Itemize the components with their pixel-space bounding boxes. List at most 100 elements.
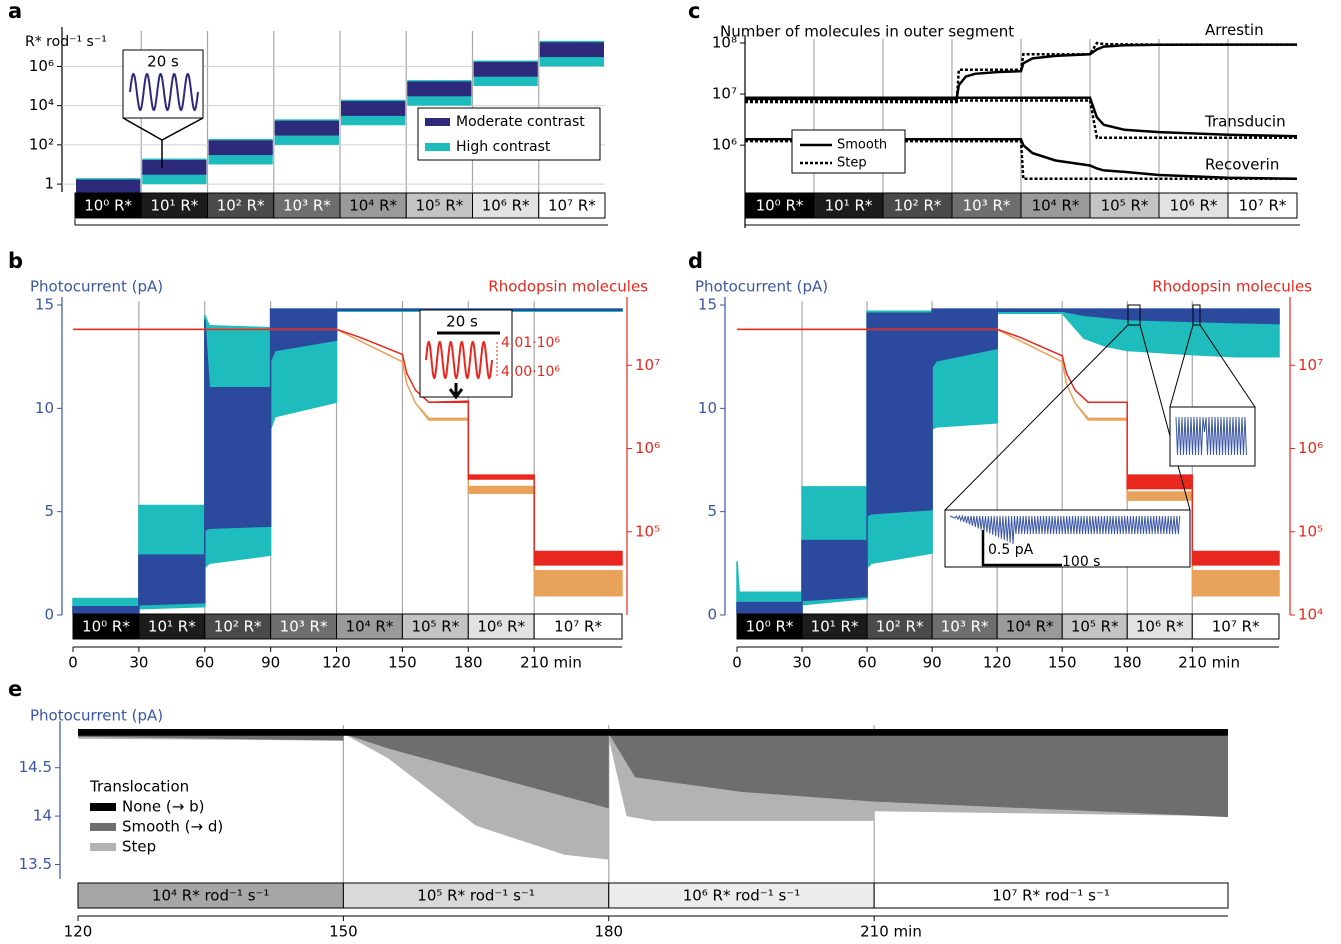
x-tick-label: 150 — [1048, 654, 1077, 672]
light-level-cell — [336, 613, 403, 640]
inset-pointer — [122, 117, 204, 168]
light-level-cell — [1191, 613, 1280, 640]
light-level-cell — [204, 613, 272, 640]
light-level-label: 10⁷ R* rod⁻¹ s⁻¹ — [992, 887, 1110, 905]
line — [745, 138, 1298, 181]
y2-tick-label: 10⁷ — [635, 356, 660, 374]
range-bar — [208, 140, 273, 156]
light-level-cell — [472, 192, 540, 219]
x-tick-label: 120 — [322, 654, 351, 672]
legend-label: High contrast — [456, 139, 551, 155]
light-level-cell — [270, 613, 338, 640]
x-tick-label: 180 — [594, 923, 623, 941]
light-level-label: 10³ R* — [941, 618, 989, 636]
light-level-label: 10² R* — [214, 618, 262, 636]
line — [745, 99, 1297, 139]
light-level-label: 10⁵ R* rod⁻¹ s⁻¹ — [417, 887, 535, 905]
legend-swatch — [425, 118, 450, 126]
y2-tick-label: 10⁶ — [1298, 439, 1323, 457]
light-level-label: 10¹ R* — [811, 618, 859, 636]
annotation: 20 s — [446, 313, 478, 331]
y2-tick-label: 10⁵ — [1298, 522, 1323, 540]
light-level-cell — [801, 613, 868, 640]
arrow — [448, 383, 464, 400]
x-tick-label: 210 min — [1178, 654, 1240, 672]
inset-trace — [949, 514, 1181, 545]
light-level-cell — [1227, 192, 1298, 219]
legend-label: Smooth (→ d) — [122, 818, 223, 836]
light-level-label: 10³ R* — [280, 618, 328, 636]
light-level-label: 10⁰ R* — [756, 197, 804, 215]
range-bar — [274, 120, 339, 136]
x-tick-label: 150 — [388, 654, 417, 672]
light-level-cell — [1158, 192, 1229, 219]
light-level-cell — [72, 613, 140, 640]
zoom-rect — [1127, 304, 1141, 326]
y-tick-label: 0 — [707, 606, 717, 624]
legend-box — [791, 129, 906, 174]
panel-letter: d — [688, 249, 703, 273]
light-level-cell — [813, 192, 884, 219]
x-tick-label: 120 — [983, 654, 1012, 672]
light-level-cell — [951, 192, 1022, 219]
inset-trace — [425, 340, 493, 380]
y-axis-title: Photocurrent (pA) — [30, 278, 163, 296]
x-tick-label: 60 — [858, 654, 877, 672]
panel-letter: a — [8, 0, 22, 23]
y-axis-title: R* rod⁻¹ s⁻¹ — [25, 34, 107, 50]
light-level-cell — [401, 613, 469, 640]
light-level-cell — [538, 192, 606, 219]
light-level-cell — [866, 613, 933, 640]
band — [73, 328, 623, 566]
x-tick-label: 150 — [329, 923, 358, 941]
band — [72, 308, 623, 614]
curve-label: Arrestin — [1205, 21, 1264, 39]
light-level-label: 10⁷ R* — [548, 197, 596, 215]
range-bar — [341, 101, 406, 116]
panel-letter: c — [688, 0, 700, 23]
y2-axis-title: Rhodopsin molecules — [1152, 278, 1312, 296]
y-tick-label: 1 — [44, 175, 54, 193]
y-tick-label: 5 — [707, 502, 717, 520]
annotation: 100 s — [1062, 554, 1100, 570]
light-level-label: 10⁰ R* — [84, 197, 132, 215]
x-tick-label: 90 — [923, 654, 942, 672]
x-tick-label: 30 — [792, 654, 811, 672]
x-tick-label: 30 — [129, 654, 148, 672]
light-level-cell — [339, 192, 407, 219]
legend-label: Step — [122, 838, 156, 856]
inset-box — [419, 309, 513, 398]
x-tick-label: 180 — [1113, 654, 1142, 672]
legend-title: Translocation — [89, 778, 189, 796]
y2-tick-label: 10⁵ — [635, 522, 660, 540]
range-bar — [539, 42, 604, 58]
zoom-line — [944, 324, 1256, 511]
y-tick-label: 10⁸ — [712, 34, 737, 52]
y-tick-label: 10² — [29, 135, 54, 153]
light-level-cell — [77, 882, 344, 909]
light-level-cell — [1126, 613, 1193, 640]
light-level-label: 10⁴ R* — [349, 197, 397, 215]
light-level-cell — [744, 192, 815, 219]
light-level-cell — [1061, 613, 1128, 640]
light-level-label: 10⁵ R* — [415, 197, 463, 215]
light-level-label: 10⁴ R* — [1006, 618, 1054, 636]
light-level-label: 10⁰ R* — [82, 618, 130, 636]
legend-label: None (→ b) — [122, 798, 204, 816]
light-level-label: 10⁷ R* — [554, 618, 602, 636]
annotation: 20 s — [147, 53, 179, 71]
x-tick-label: 60 — [195, 654, 214, 672]
x-tick-label: 0 — [68, 654, 78, 672]
zoom-rect — [1192, 304, 1201, 326]
range-bar — [142, 159, 207, 175]
y-axis-title: Photocurrent (pA) — [695, 278, 828, 296]
y-axis-title: Photocurrent (pA) — [30, 707, 163, 725]
light-level-cell — [74, 192, 142, 219]
y2-axis-title: Rhodopsin molecules — [488, 278, 648, 296]
light-level-cell — [405, 192, 473, 219]
light-level-cell — [207, 192, 275, 219]
y2-tick-label: 10⁴ — [1298, 606, 1323, 624]
y-tick-label: 10⁷ — [712, 85, 737, 103]
